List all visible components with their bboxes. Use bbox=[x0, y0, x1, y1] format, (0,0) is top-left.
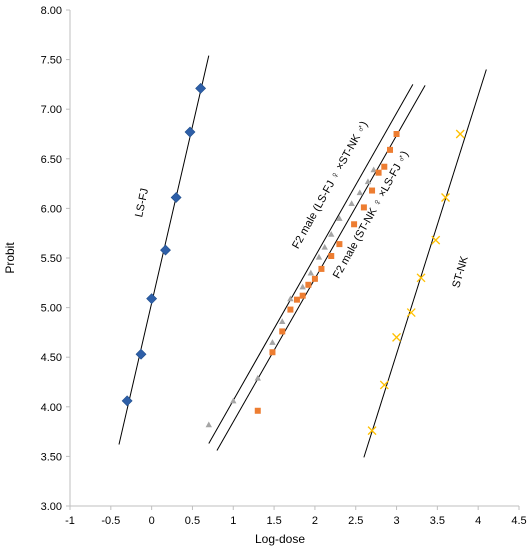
data-point-diamond bbox=[146, 293, 158, 305]
data-point-triangle bbox=[321, 243, 328, 250]
data-point-triangle bbox=[287, 295, 294, 302]
data-point-square bbox=[318, 265, 325, 272]
y-tick-labels: 3.00 3.50 4.00 4.50 5.00 5.50 6.00 6.50 7.00 7.50… bbox=[41, 5, 70, 513]
data-point-square bbox=[336, 241, 343, 248]
markers bbox=[121, 82, 465, 436]
data-point-x bbox=[441, 193, 450, 202]
data-point-triangle bbox=[328, 230, 335, 237]
data-point-square bbox=[369, 187, 376, 194]
data-point-triangle bbox=[205, 421, 212, 428]
series-annotations: LS-FJ F2 male (LS-FJ ♀ ×ST-NK ♂)F2 male (… bbox=[133, 119, 471, 289]
y-tick-label: 3.00 bbox=[41, 501, 62, 513]
data-point-x-stroke bbox=[455, 129, 465, 139]
data-point-x-stroke bbox=[431, 235, 441, 245]
data-point-x-stroke bbox=[379, 380, 389, 390]
data-point-x bbox=[392, 332, 402, 342]
data-point-square bbox=[299, 292, 306, 299]
data-point-x bbox=[416, 273, 426, 283]
data-point-diamond bbox=[135, 348, 147, 360]
data-point-triangle bbox=[299, 283, 306, 290]
x-tick-label: 4 bbox=[475, 515, 481, 527]
y-tick-label: 7.00 bbox=[41, 104, 62, 116]
y-tick-label: 6.00 bbox=[41, 203, 62, 215]
y-tick-label: 3.50 bbox=[41, 451, 62, 463]
data-point-x bbox=[367, 426, 377, 436]
data-point-square bbox=[360, 204, 367, 211]
y-tick-label: 6.50 bbox=[41, 154, 62, 166]
data-point-x bbox=[379, 380, 389, 390]
y-tick-label: 4.50 bbox=[41, 352, 62, 364]
data-point-triangle bbox=[279, 318, 286, 325]
data-point-square bbox=[375, 169, 382, 176]
x-tick-label: 3 bbox=[393, 515, 399, 527]
x-tick-label: 1.5 bbox=[266, 515, 281, 527]
fit-lines bbox=[118, 55, 487, 458]
data-point-triangle bbox=[307, 269, 315, 276]
x-tick-label: -1 bbox=[65, 515, 75, 527]
data-point-x bbox=[406, 308, 416, 318]
data-point-diamond bbox=[184, 126, 196, 138]
data-point-x-stroke bbox=[416, 273, 426, 283]
x-tick-label: 3.5 bbox=[430, 515, 445, 527]
data-point-triangle bbox=[370, 166, 377, 173]
fit-line bbox=[208, 84, 414, 444]
data-point-x-stroke bbox=[367, 426, 377, 436]
data-point-square bbox=[279, 328, 286, 335]
x-tick-labels: -1 -0.5 0 0.5 1 1.5 2 2.5 3 3.5 4 4.5 bbox=[65, 506, 527, 527]
data-point-x-stroke bbox=[392, 332, 402, 342]
data-point-square bbox=[311, 275, 318, 282]
data-point-diamond bbox=[160, 244, 171, 256]
y-tick-label: 5.00 bbox=[41, 303, 62, 315]
data-point-triangle bbox=[356, 189, 364, 196]
data-point-x bbox=[431, 235, 441, 245]
data-point-triangle bbox=[364, 178, 372, 185]
x-tick-label: 1 bbox=[230, 515, 236, 527]
x-tick-label: 0.5 bbox=[185, 515, 200, 527]
y-tick-label: 7.50 bbox=[41, 55, 62, 67]
y-tick-label: 4.00 bbox=[41, 402, 62, 414]
data-point-diamond bbox=[121, 395, 133, 407]
y-tick-label: 8.00 bbox=[41, 5, 62, 17]
data-point-x bbox=[455, 129, 465, 139]
data-point-square bbox=[254, 407, 261, 414]
data-point-square bbox=[381, 163, 388, 170]
data-point-triangle bbox=[254, 374, 261, 381]
data-point-square bbox=[393, 131, 400, 137]
data-point-triangle bbox=[269, 339, 276, 345]
data-point-square bbox=[305, 281, 312, 288]
x-tick-label: -0.5 bbox=[101, 515, 120, 527]
data-point-square bbox=[351, 221, 358, 228]
x-axis-label: Log-dose bbox=[255, 532, 305, 546]
series-annotation-label: ST-NK bbox=[450, 254, 471, 289]
data-point-square bbox=[387, 146, 394, 153]
data-point-square bbox=[287, 306, 294, 313]
fit-line bbox=[363, 69, 487, 458]
data-point-diamond bbox=[170, 192, 182, 203]
data-point-triangle bbox=[315, 253, 323, 260]
series-annotation-label: LS-FJ bbox=[133, 187, 151, 218]
data-point-x-stroke bbox=[406, 308, 416, 318]
x-tick-label: 0 bbox=[149, 515, 155, 527]
data-point-square bbox=[269, 349, 276, 356]
x-tick-label: 4.5 bbox=[511, 515, 526, 527]
data-point-triangle bbox=[230, 397, 237, 404]
data-point-square bbox=[328, 253, 335, 260]
x-tick-label: 2.5 bbox=[348, 515, 363, 527]
data-point-triangle bbox=[348, 200, 355, 206]
data-point-triangle bbox=[336, 215, 343, 221]
data-point-x-stroke bbox=[441, 193, 450, 202]
x-tick-label: 2 bbox=[312, 515, 318, 527]
data-point-diamond bbox=[195, 82, 207, 94]
y-axis-label: Probit bbox=[3, 242, 17, 274]
y-tick-label: 5.50 bbox=[41, 253, 62, 265]
data-point-square bbox=[293, 296, 300, 303]
